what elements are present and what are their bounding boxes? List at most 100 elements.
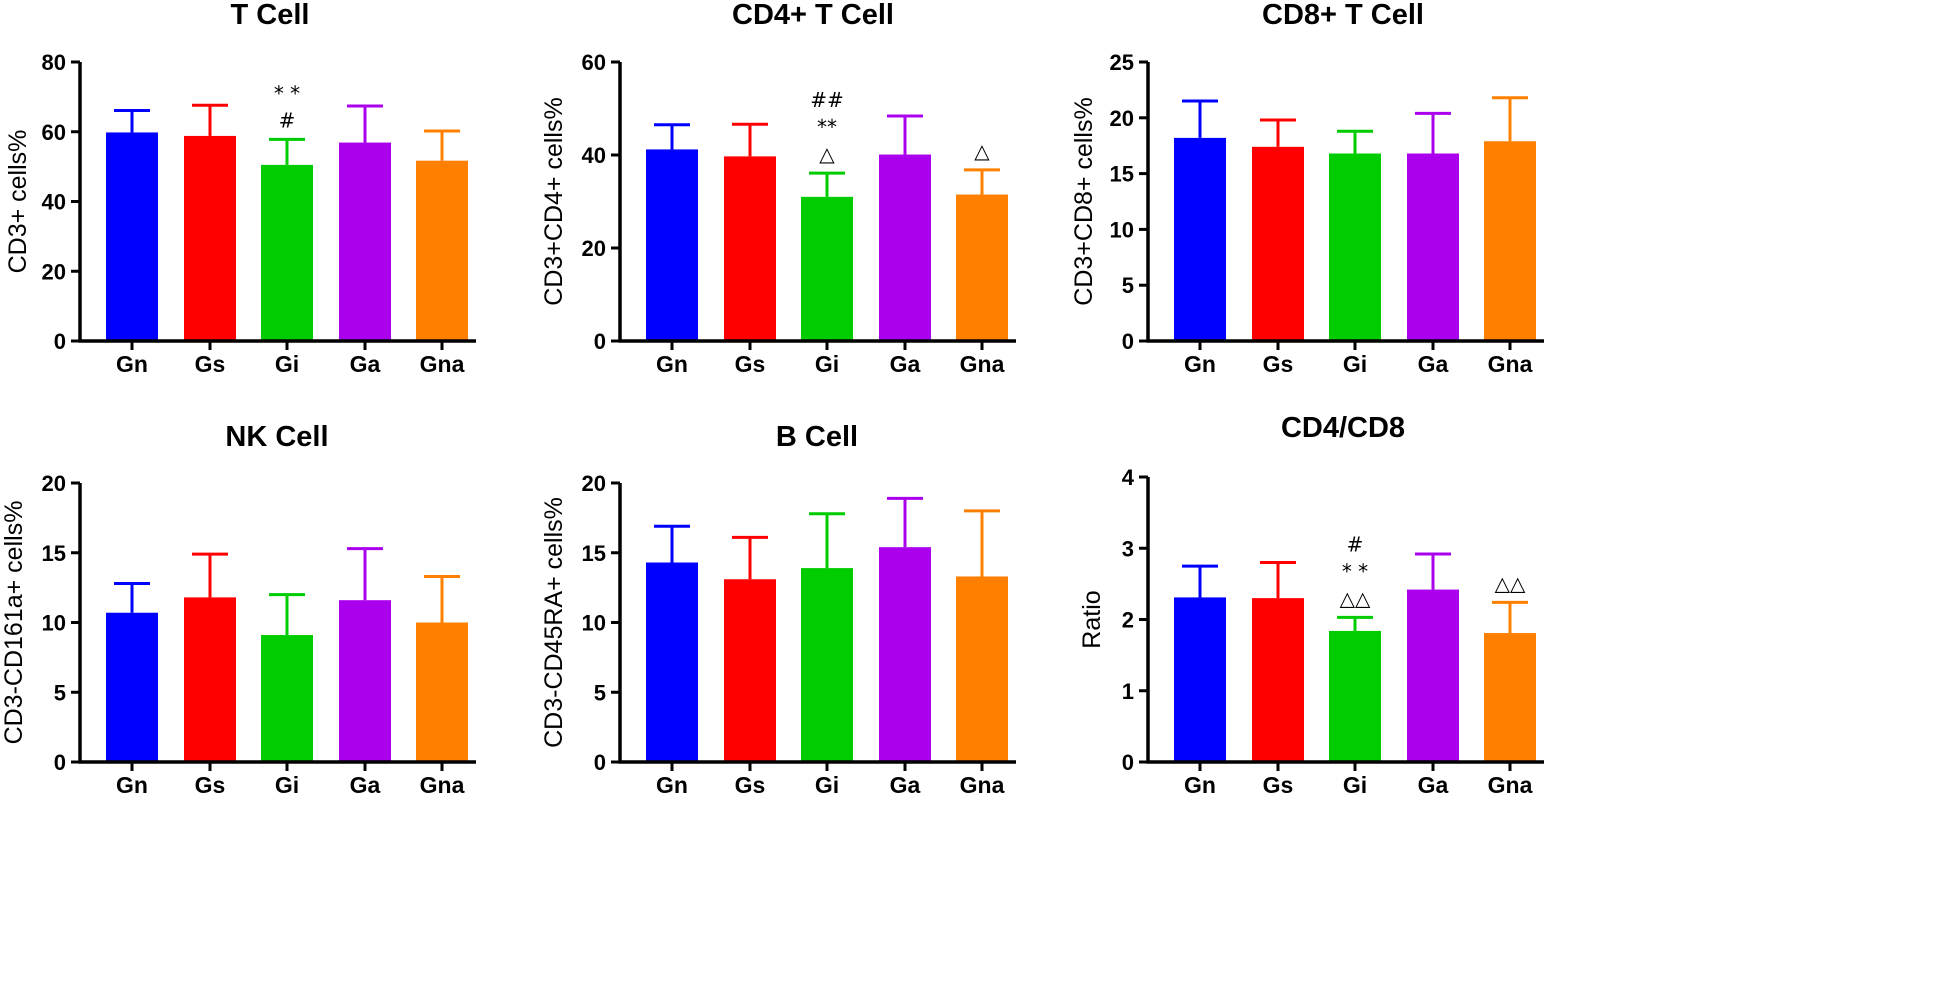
bar bbox=[956, 576, 1008, 762]
y-tick-label: 15 bbox=[42, 541, 66, 566]
bar bbox=[1174, 597, 1226, 762]
y-tick-label: 40 bbox=[42, 190, 66, 215]
bar bbox=[339, 600, 391, 762]
y-tick-label: 20 bbox=[42, 471, 66, 496]
chart-panel: B Cell CD3-CD45RA+ cells% Gn Gs Gi Ga Gna 0 5 10 1… bbox=[540, 421, 1016, 798]
x-tick-label: Gn bbox=[116, 351, 148, 377]
x-tick-label: Ga bbox=[1418, 772, 1449, 798]
y-tick-label: 20 bbox=[582, 471, 606, 496]
chart-title: CD4/CD8 bbox=[1281, 412, 1405, 444]
chart-title: B Cell bbox=[776, 421, 858, 453]
bar bbox=[1484, 141, 1536, 341]
x-tick-label: Gi bbox=[275, 772, 299, 798]
y-axis-label: CD3+ cells% bbox=[4, 130, 32, 274]
bar bbox=[184, 135, 236, 341]
y-tick-label: 15 bbox=[1110, 162, 1134, 187]
bar bbox=[724, 579, 776, 762]
y-tick-label: 40 bbox=[582, 143, 606, 168]
significance-marker: ## bbox=[810, 88, 844, 112]
x-tick-label: Ga bbox=[350, 772, 381, 798]
y-tick-label: 20 bbox=[1110, 106, 1134, 131]
significance-marker: # bbox=[1347, 532, 1364, 556]
bar bbox=[646, 149, 698, 341]
x-tick-label: Gi bbox=[815, 351, 839, 377]
y-axis-label: CD3+CD8+ cells% bbox=[1070, 97, 1098, 305]
bar bbox=[879, 547, 931, 762]
bar bbox=[1484, 633, 1536, 762]
y-tick-label: 10 bbox=[42, 611, 66, 636]
y-tick-label: 20 bbox=[42, 259, 66, 284]
bar bbox=[1252, 598, 1304, 762]
x-tick-label: Gna bbox=[960, 772, 1005, 798]
y-tick-label: 5 bbox=[594, 680, 606, 705]
y-axis-label: Ratio bbox=[1078, 590, 1106, 648]
bar bbox=[1252, 146, 1304, 341]
x-tick-label: Gna bbox=[420, 351, 465, 377]
y-tick-label: 2 bbox=[1122, 608, 1134, 633]
bar bbox=[879, 154, 931, 341]
x-tick-label: Gn bbox=[116, 772, 148, 798]
bar bbox=[261, 635, 313, 762]
x-tick-label: Gn bbox=[1184, 351, 1216, 377]
x-tick-label: Gn bbox=[656, 772, 688, 798]
bar bbox=[801, 568, 853, 762]
y-tick-label: 0 bbox=[594, 329, 606, 354]
y-tick-label: 25 bbox=[1110, 50, 1134, 75]
x-tick-label: Gn bbox=[1184, 772, 1216, 798]
significance-marker: * * bbox=[1342, 559, 1368, 583]
x-tick-label: Gna bbox=[1488, 351, 1533, 377]
x-tick-label: Gs bbox=[735, 351, 766, 377]
x-tick-label: Gi bbox=[1343, 772, 1367, 798]
bar bbox=[956, 194, 1008, 341]
bar bbox=[261, 164, 313, 341]
x-tick-label: Ga bbox=[890, 351, 921, 377]
y-tick-label: 0 bbox=[54, 329, 66, 354]
chart-panel: CD4+ T Cell CD3+CD4+ cells% Gn Gs ## ** △ Gi Ga △… bbox=[540, 0, 1016, 377]
y-tick-label: 5 bbox=[1122, 273, 1134, 298]
y-tick-label: 10 bbox=[1110, 217, 1134, 242]
x-tick-label: Gna bbox=[960, 351, 1005, 377]
significance-marker: △ bbox=[974, 139, 990, 163]
y-tick-label: 20 bbox=[582, 236, 606, 261]
y-tick-label: 3 bbox=[1122, 536, 1134, 561]
bar bbox=[724, 156, 776, 341]
chart-title: T Cell bbox=[231, 0, 310, 31]
y-tick-label: 0 bbox=[1122, 750, 1134, 775]
x-tick-label: Ga bbox=[1418, 351, 1449, 377]
y-axis-label: CD3-CD161a+ cells% bbox=[0, 501, 28, 745]
chart-panel: T Cell CD3+ cells% Gn Gs * * # Gi Ga Gna 0 20 40 60 8… bbox=[4, 0, 476, 377]
x-tick-label: Gi bbox=[815, 772, 839, 798]
significance-marker: △△ bbox=[1495, 571, 1526, 595]
bar bbox=[416, 160, 468, 341]
bar bbox=[1407, 589, 1459, 762]
y-tick-label: 1 bbox=[1122, 679, 1134, 704]
y-tick-label: 0 bbox=[594, 750, 606, 775]
y-axis-label: CD3-CD45RA+ cells% bbox=[540, 497, 568, 748]
bar bbox=[106, 132, 158, 341]
significance-marker: # bbox=[279, 108, 296, 132]
y-tick-label: 60 bbox=[582, 50, 606, 75]
x-tick-label: Gs bbox=[195, 772, 226, 798]
significance-marker: △ bbox=[819, 142, 835, 166]
x-tick-label: Ga bbox=[890, 772, 921, 798]
bar bbox=[184, 597, 236, 762]
y-tick-label: 4 bbox=[1122, 465, 1135, 490]
bar bbox=[106, 612, 158, 762]
bar bbox=[339, 142, 391, 341]
x-tick-label: Gi bbox=[275, 351, 299, 377]
significance-marker: △△ bbox=[1340, 586, 1371, 610]
y-tick-label: 0 bbox=[54, 750, 66, 775]
chart-title: NK Cell bbox=[225, 421, 328, 453]
y-axis-label: CD3+CD4+ cells% bbox=[540, 97, 568, 305]
significance-marker: ** bbox=[817, 115, 837, 139]
chart-panel: NK Cell CD3-CD161a+ cells% Gn Gs Gi Ga Gna 0 5 10… bbox=[0, 421, 476, 798]
bar bbox=[1174, 137, 1226, 341]
y-tick-label: 0 bbox=[1122, 329, 1134, 354]
significance-marker: * * bbox=[274, 81, 300, 105]
chart-title: CD4+ T Cell bbox=[732, 0, 894, 31]
x-tick-label: Gna bbox=[1488, 772, 1533, 798]
chart-title: CD8+ T Cell bbox=[1262, 0, 1424, 31]
bar bbox=[646, 562, 698, 762]
y-tick-label: 10 bbox=[582, 611, 606, 636]
